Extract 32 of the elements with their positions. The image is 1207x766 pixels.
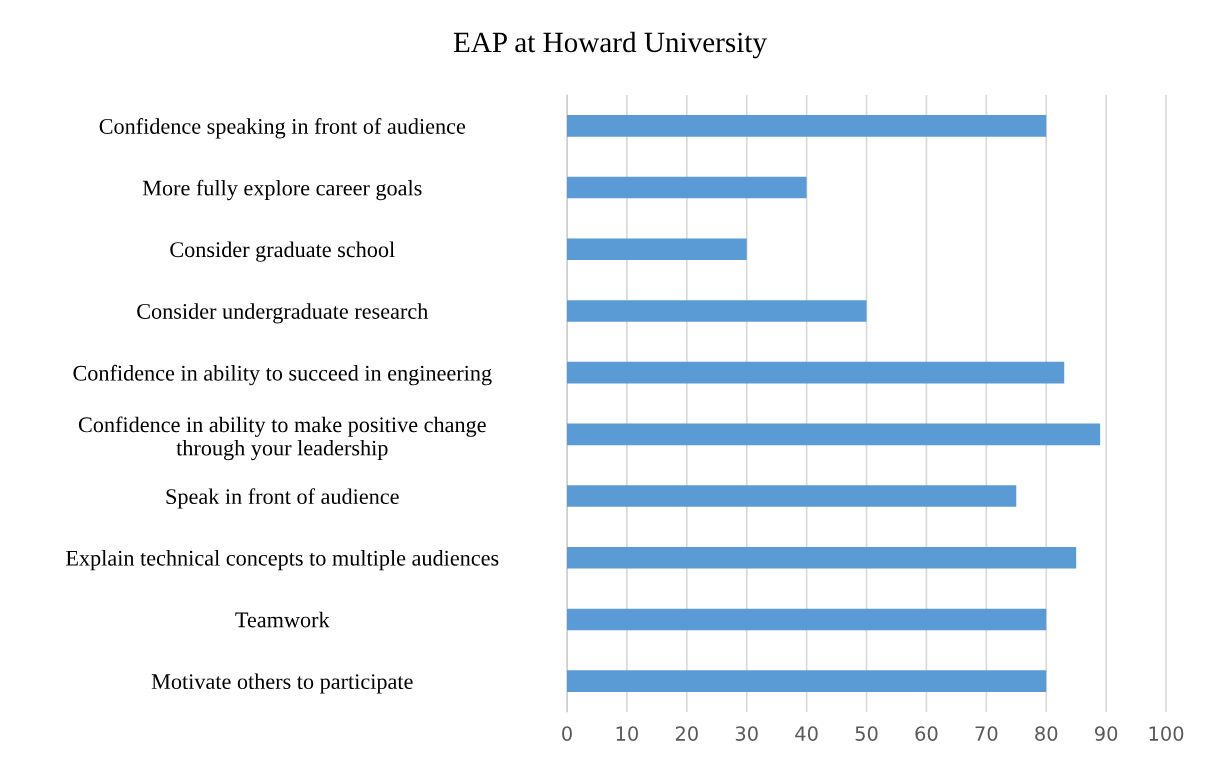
x-tick-label: 100 [1149, 726, 1184, 741]
x-tick-label: 30 [735, 726, 758, 741]
x-tick-label: 40 [795, 726, 818, 741]
y-tick-label: Consider graduate school [170, 241, 395, 262]
bar [567, 176, 807, 199]
x-tick-label: 90 [1094, 726, 1118, 741]
y-tick-label: Confidence in ability to succeed in engineering [73, 364, 492, 386]
x-tick-label: 60 [915, 726, 938, 741]
bar [567, 361, 1065, 384]
x-tick-label: 10 [616, 726, 638, 741]
x-tick-label: 50 [855, 726, 878, 741]
y-tick-label: Confidence speaking in front of audience [99, 118, 466, 139]
y-tick-label: More fully explore career goals [142, 179, 422, 201]
y-tick-label: Teamwork [235, 611, 330, 628]
bar [567, 546, 1077, 569]
bar [567, 485, 1017, 507]
bar [567, 115, 1047, 137]
bar [567, 300, 867, 322]
y-tick-label: Explain technical concepts to multiple audiences [66, 550, 499, 571]
x-tick-label: 0 [562, 726, 572, 741]
y-tick-label: Consider undergraduate research [137, 303, 429, 324]
y-tick-label: Speak in front of audience [166, 488, 399, 509]
bar [567, 670, 1047, 692]
y-tick-label: Motivate others to participate [151, 673, 413, 694]
y-tick-label: Confidence in ability to make positive change through your leadership [78, 416, 486, 461]
chart-title: EAP at Howard University [453, 31, 767, 59]
x-tick-label: 70 [975, 726, 998, 741]
bar [567, 423, 1101, 446]
x-tick-label: 80 [1035, 726, 1058, 741]
bar [567, 608, 1047, 631]
bar [567, 238, 747, 261]
x-tick-label: 20 [675, 726, 698, 741]
